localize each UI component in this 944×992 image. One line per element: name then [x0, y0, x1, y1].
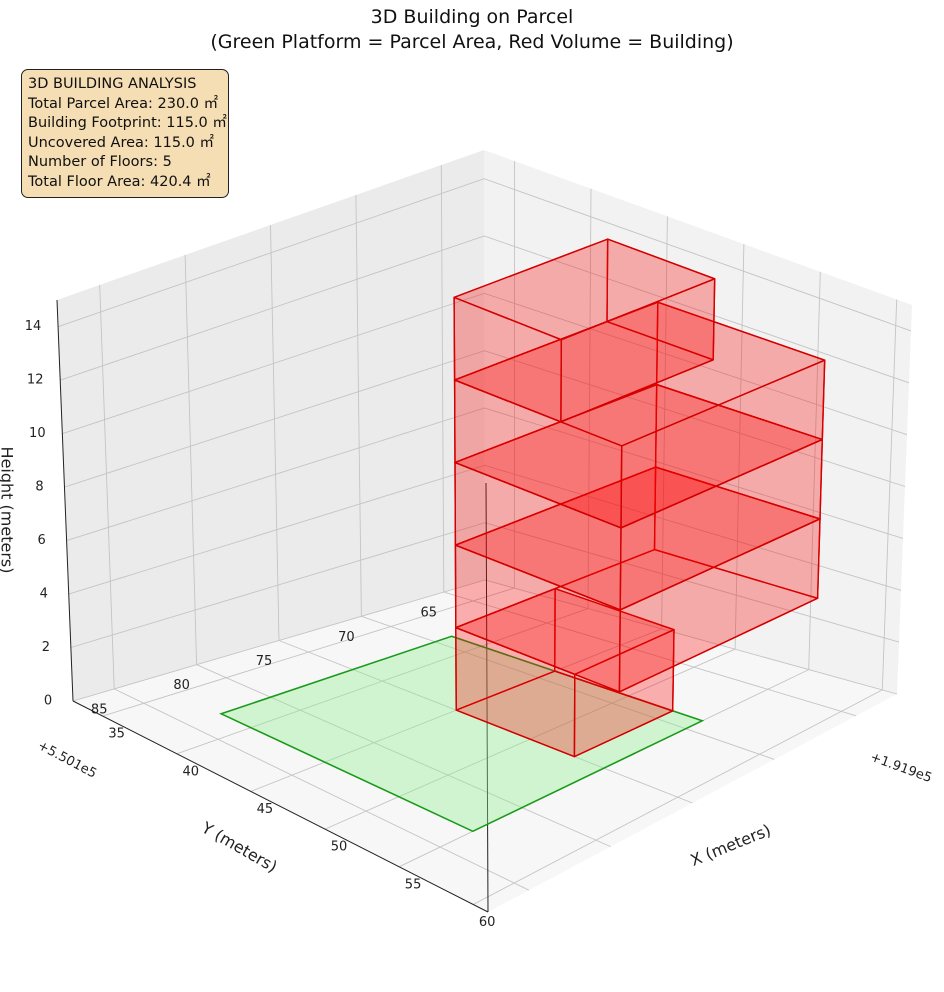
z-tick-label: 10 [29, 426, 46, 441]
axis-panes [57, 150, 912, 912]
z-tick-label: 4 [40, 587, 48, 602]
z-axis-line [56, 299, 74, 702]
z-tick-label: 0 [44, 694, 52, 709]
info-box-line: Uncovered Area: 115.0 ㎡ [28, 134, 215, 151]
chart-title-line-2: (Green Platform = Parcel Area, Red Volum… [210, 31, 734, 53]
y-tick-label: 65 [421, 606, 438, 621]
grid-line-z [62, 292, 908, 436]
x-tick-label: 40 [182, 764, 199, 779]
building-volume [453, 238, 826, 758]
info-box-line: Total Parcel Area: 230.0 ㎡ [28, 95, 219, 112]
x-offset-label: +1.919e5 [868, 750, 934, 786]
pane-back-y [57, 150, 485, 701]
z-tick-label: 6 [37, 533, 45, 548]
grid-line-z [70, 522, 900, 648]
y-offset-label: +5.501e5 [35, 738, 99, 781]
x-tick-label: 60 [479, 915, 496, 930]
x-tick-label: 55 [405, 877, 422, 892]
info-box-line: Number of Floors: 5 [28, 154, 172, 170]
info-box-line: Building Footprint: 115.0 ㎡ [28, 115, 227, 131]
grid-line-z [68, 464, 902, 595]
grid-line-z [57, 178, 912, 332]
floor-face [453, 238, 716, 341]
z-tick-label: 2 [42, 640, 50, 655]
info-box-heading: 3D BUILDING ANALYSIS [28, 76, 197, 92]
floor-box [453, 238, 716, 423]
info-box: 3D BUILDING ANALYSIS Total Parcel Area: … [21, 69, 229, 198]
grid-line-z [60, 235, 910, 384]
x-tick-label: 45 [257, 802, 274, 817]
pane-back-x [484, 150, 912, 694]
info-box-line: Total Floor Area: 420.4 ㎡ [28, 173, 211, 190]
z-tick-label: 12 [27, 373, 44, 388]
x-tick-label: 35 [108, 727, 125, 742]
chart-title-line-1: 3D Building on Parcel [370, 6, 574, 28]
floor-box [453, 301, 826, 529]
y-tick-label: 85 [91, 702, 108, 717]
z-axis-label: Height (meters) [0, 447, 17, 574]
x-axis-label: X (meters) [688, 820, 774, 869]
y-tick-label: 70 [338, 630, 355, 645]
y-tick-label: 75 [256, 654, 273, 669]
floor-box [454, 383, 823, 611]
y-axis-line [72, 700, 489, 913]
floor-box [454, 466, 821, 693]
pane-floor [73, 580, 897, 912]
grid-line-z [64, 350, 906, 488]
grid-line-z [66, 407, 904, 542]
z-tick-label: 8 [35, 480, 43, 495]
z-tick-label: 14 [25, 319, 42, 334]
grid-line-z [72, 579, 898, 702]
x-tick-label: 50 [331, 840, 348, 855]
y-axis-label: Y (meters) [198, 817, 281, 876]
y-tick-label: 80 [173, 678, 190, 693]
